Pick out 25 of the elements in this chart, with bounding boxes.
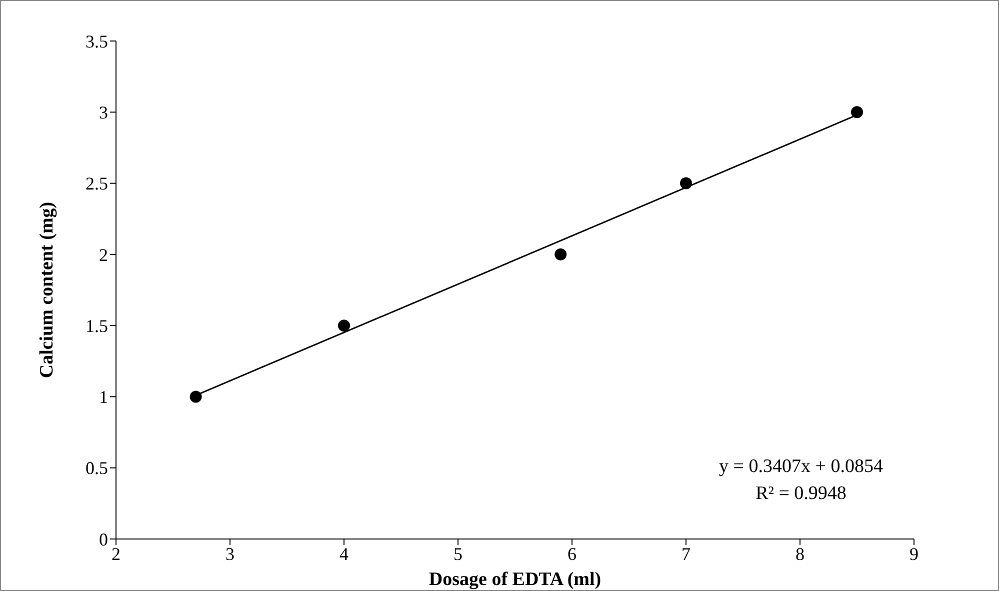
x-tick-label: 6 xyxy=(568,544,576,564)
y-tick-label: 3 xyxy=(99,102,108,123)
x-tick-label: 5 xyxy=(454,544,462,564)
y-tick-label: 2 xyxy=(99,244,108,265)
y-tick-label: 1.5 xyxy=(86,316,108,336)
point xyxy=(554,248,567,260)
y-tick-label: 0.5 xyxy=(86,458,108,478)
x-tick-label: 7 xyxy=(682,544,690,564)
y-axis-title: Calcium content (mg) xyxy=(36,202,58,378)
x-axis-title: Dosage of EDTA (ml) xyxy=(428,569,602,590)
y-tick-label: 0 xyxy=(99,529,108,550)
x-tick-label: 3 xyxy=(226,544,234,564)
annotation: y = 0.3407x + 0.0854 xyxy=(718,455,884,479)
y-tick-label: 1 xyxy=(99,387,108,408)
point xyxy=(338,320,350,332)
point xyxy=(190,390,202,403)
x-tick-label: 8 xyxy=(796,544,804,564)
x-tick-label: 9 xyxy=(910,544,918,564)
x-tick-label: 2 xyxy=(112,544,120,564)
annotation: R² = 0.9948 xyxy=(754,482,848,506)
point xyxy=(851,106,863,118)
x-tick-label: 4 xyxy=(340,544,348,564)
y-tick-label: 3.5 xyxy=(86,31,108,52)
point xyxy=(680,177,692,190)
y-tick-label: 2.5 xyxy=(86,174,108,194)
